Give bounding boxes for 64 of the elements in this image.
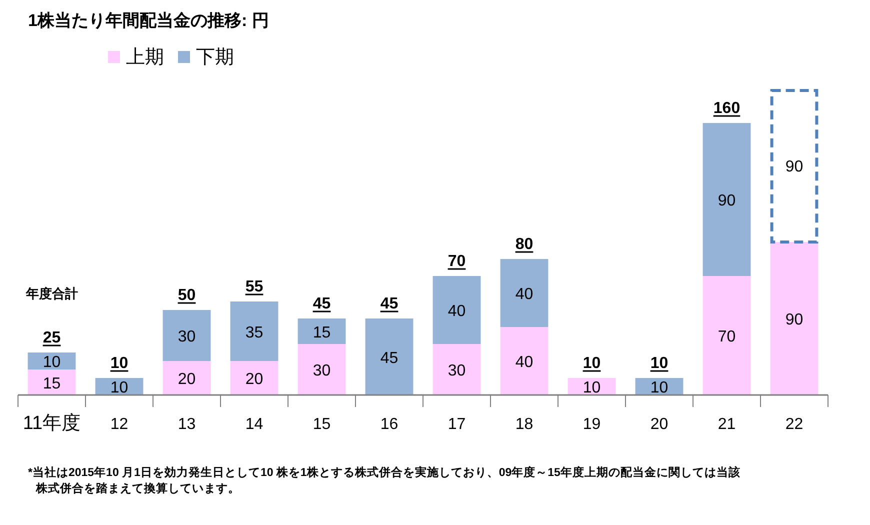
total-label: 45	[380, 296, 398, 312]
data-label: 90	[718, 192, 736, 210]
data-label: 15	[42, 375, 61, 392]
bar	[702, 276, 751, 395]
bar	[230, 302, 278, 361]
x-tick-label: 14	[245, 416, 264, 433]
total-label: 70	[448, 253, 466, 270]
total-label: 45	[312, 296, 331, 312]
text: *当社は2015年10 月1日を効力発生日として10 株を1株とする株式併合を実施しており、09年度～15年度上期の配当金に関しては当該株式併合を踏まえて換算しています。	[28, 465, 742, 497]
bar	[298, 318, 346, 344]
total-label: 160	[713, 100, 740, 117]
total-label: 55	[245, 278, 264, 296]
bar	[162, 361, 211, 395]
bar	[28, 370, 76, 395]
data-label: 10	[650, 380, 668, 396]
bar	[702, 123, 751, 276]
x-tick-label: 20	[650, 416, 668, 433]
total-label: 10	[110, 355, 128, 372]
x-tick-label: 16	[380, 416, 398, 433]
bar	[298, 344, 346, 395]
total-label: 10	[650, 355, 668, 372]
x-tick-label: 21	[718, 416, 736, 433]
data-label: 30	[448, 362, 466, 380]
data-label: 10	[42, 354, 61, 371]
bar	[500, 259, 548, 327]
data-label: 15	[312, 324, 331, 342]
x-tick-label: 11年度	[22, 412, 81, 434]
data-label: 70	[718, 328, 736, 346]
data-label: 10	[110, 380, 128, 396]
data-label: 40	[515, 354, 534, 371]
chart-title: 1株当たり年間配当金の推移: 円	[28, 11, 269, 30]
data-label: 45	[380, 350, 398, 367]
data-label: 35	[245, 324, 264, 342]
bar	[770, 89, 818, 244]
total-label: 80	[515, 236, 534, 253]
data-label: 30	[178, 328, 196, 346]
bar	[365, 318, 414, 395]
x-tick-label: 13	[178, 416, 196, 433]
bar	[432, 344, 481, 395]
total-label: 10	[582, 355, 601, 372]
bar	[432, 276, 481, 344]
legend-label: 下期	[196, 47, 234, 68]
data-label: 40	[448, 303, 466, 320]
bar	[770, 242, 818, 395]
data-label: 20	[245, 371, 264, 388]
bar	[162, 310, 211, 361]
data-label: 40	[515, 286, 534, 303]
x-tick-label: 15	[312, 416, 331, 433]
total-label: 25	[42, 330, 61, 346]
annotation: 年度合計	[24, 286, 78, 301]
x-tick-label: 18	[515, 416, 534, 433]
x-tick-label: 17	[448, 416, 466, 433]
bar	[230, 361, 278, 395]
x-tick-label: 19	[582, 416, 601, 433]
data-label: 20	[178, 371, 196, 388]
data-label: 10	[582, 380, 601, 396]
total-label: 50	[178, 287, 196, 304]
x-tick-label: 22	[785, 416, 804, 433]
data-label: 90	[785, 312, 804, 328]
data-label: 90	[785, 158, 804, 176]
bar	[500, 327, 548, 395]
legend-label: 上期	[126, 47, 164, 68]
x-tick-label: 12	[110, 416, 128, 433]
data-label: 30	[312, 362, 331, 380]
